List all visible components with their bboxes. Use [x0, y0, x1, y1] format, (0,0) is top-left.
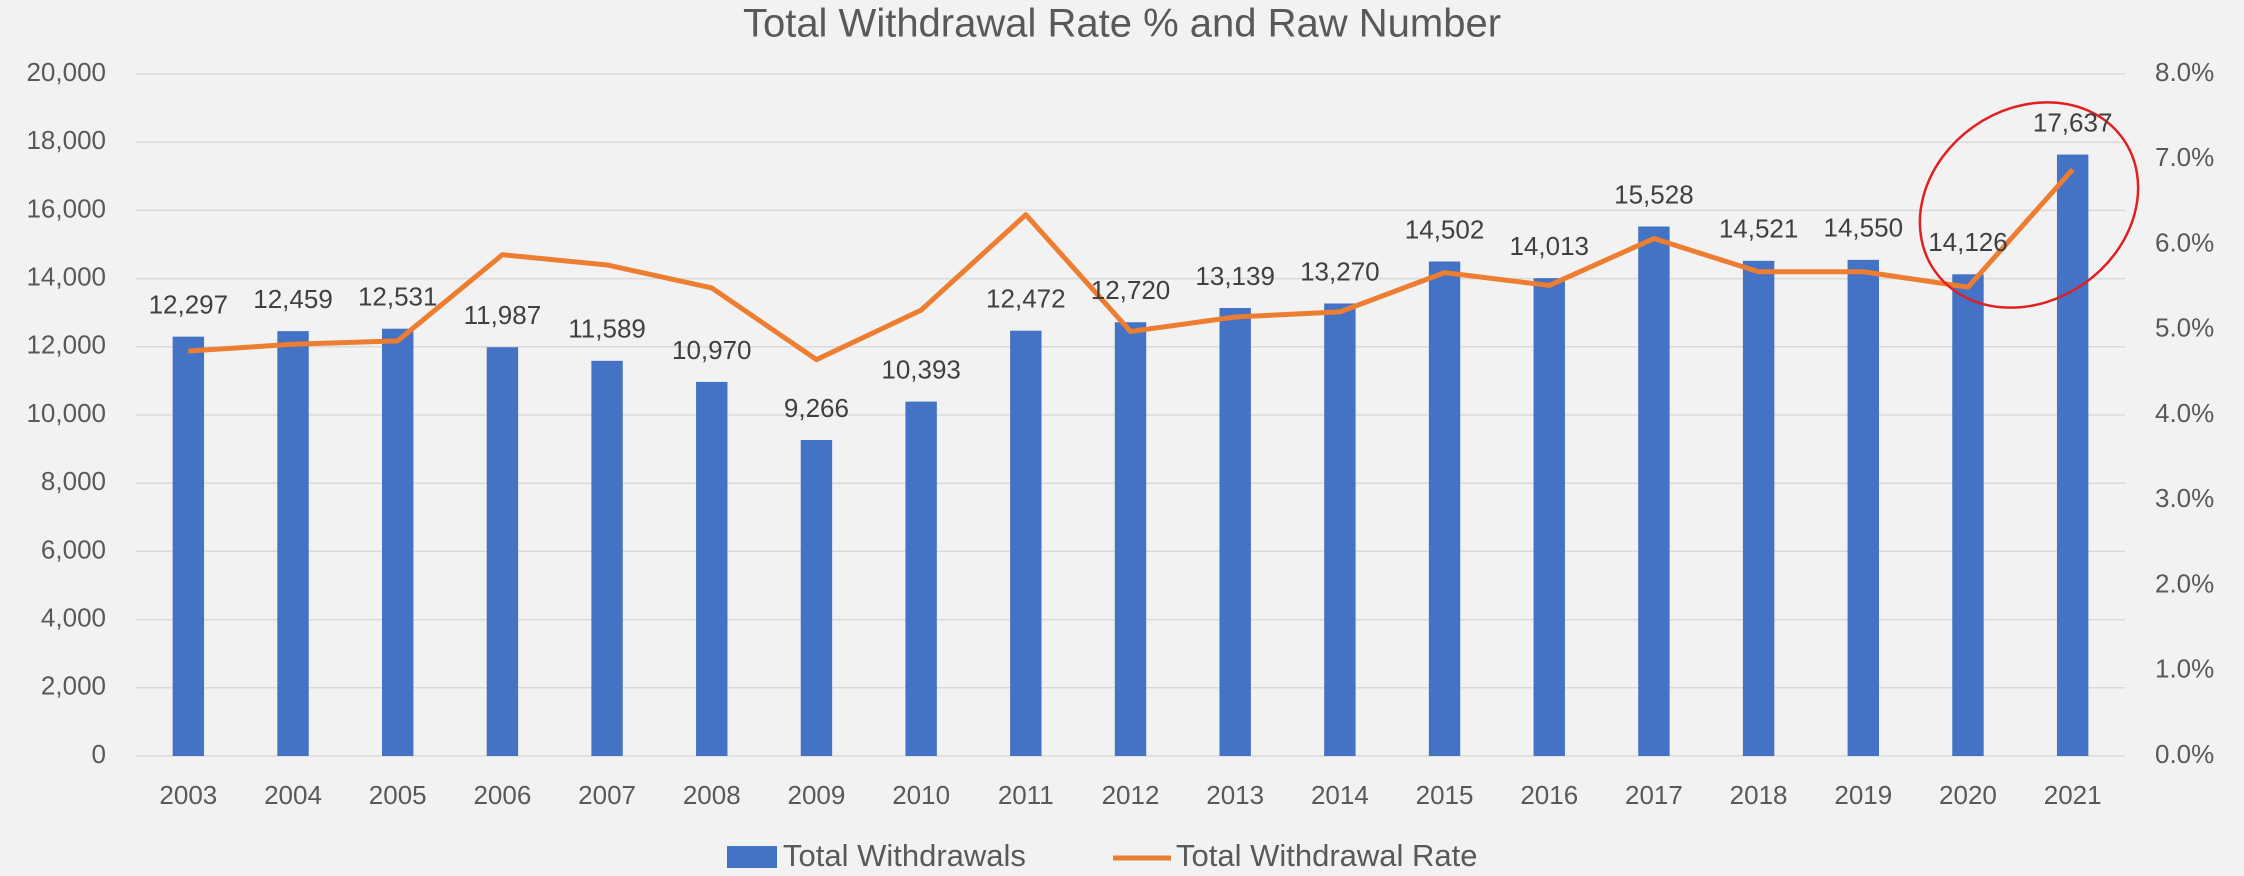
data-label: 14,521 [1719, 214, 1799, 244]
x-tick-label: 2004 [264, 780, 322, 810]
bar [1114, 322, 1147, 756]
y-tick-label: 2,000 [41, 671, 106, 701]
legend-label: Total Withdrawal Rate [1176, 838, 1478, 873]
y-tick-label: 16,000 [26, 193, 106, 223]
bar [2056, 154, 2089, 756]
bar [382, 328, 414, 756]
bar [1847, 259, 1879, 756]
x-tick-label: 2015 [1416, 780, 1474, 810]
data-label: 14,126 [1928, 227, 2008, 257]
data-label: 17,637 [2033, 107, 2113, 137]
data-label: 11,987 [464, 300, 542, 330]
y2-tick-label: 4.0% [2155, 398, 2214, 428]
y2-tick-label: 1.0% [2155, 654, 2214, 684]
bar [1742, 260, 1775, 756]
x-tick-label: 2007 [578, 780, 636, 810]
data-label: 10,970 [672, 335, 752, 365]
x-tick-label: 2003 [159, 780, 217, 810]
data-label: 11,589 [568, 314, 646, 344]
x-tick-label: 2011 [998, 780, 1054, 810]
y-tick-label: 6,000 [41, 534, 106, 564]
bar [1533, 278, 1565, 756]
legend-label: Total Withdrawals [783, 838, 1026, 873]
x-tick-label: 2005 [369, 780, 427, 810]
y2-tick-label: 0.0% [2155, 739, 2214, 769]
y-tick-label: 0 [92, 739, 106, 769]
data-label: 12,297 [149, 290, 229, 320]
x-tick-label: 2010 [892, 780, 950, 810]
data-label: 14,502 [1405, 214, 1485, 244]
y-tick-label: 18,000 [26, 125, 106, 155]
data-label: 10,393 [881, 354, 961, 384]
y2-tick-label: 6.0% [2155, 227, 2214, 257]
y-tick-label: 20,000 [26, 57, 106, 87]
x-tick-label: 2009 [788, 780, 846, 810]
data-label: 14,013 [1509, 231, 1589, 261]
x-tick-label: 2017 [1625, 780, 1683, 810]
x-tick-label: 2013 [1206, 780, 1264, 810]
chart-title: Total Withdrawal Rate % and Raw Number [743, 2, 1501, 46]
data-label: 13,270 [1300, 256, 1380, 286]
bar [696, 381, 728, 756]
y2-tick-label: 5.0% [2155, 313, 2214, 343]
x-tick-label: 2019 [1834, 780, 1892, 810]
x-tick-label: 2018 [1730, 780, 1788, 810]
y-tick-label: 10,000 [26, 398, 106, 428]
x-tick-label: 2020 [1939, 780, 1997, 810]
x-tick-label: 2016 [1520, 780, 1578, 810]
data-label: 12,720 [1091, 275, 1171, 305]
data-label: 14,550 [1824, 213, 1904, 243]
y-tick-label: 14,000 [26, 261, 106, 291]
y2-tick-label: 3.0% [2155, 483, 2214, 513]
y2-tick-label: 2.0% [2155, 568, 2214, 598]
x-tick-label: 2014 [1311, 780, 1369, 810]
data-label: 15,528 [1614, 179, 1694, 209]
bar [172, 336, 205, 756]
bar [905, 401, 937, 756]
line [188, 167, 2075, 363]
highlight-circle [1918, 101, 2140, 309]
bar [800, 440, 833, 756]
y-tick-label: 4,000 [41, 602, 106, 632]
data-label: 12,459 [253, 284, 333, 314]
legend-swatch [727, 846, 777, 868]
y-tick-label: 8,000 [41, 466, 106, 496]
bar [1952, 274, 1984, 756]
data-label: 12,472 [986, 284, 1066, 314]
y2-tick-label: 7.0% [2155, 142, 2214, 172]
x-tick-label: 2021 [2044, 780, 2102, 810]
y-tick-label: 12,000 [26, 330, 106, 360]
bar [277, 331, 309, 756]
bar [1219, 307, 1251, 756]
x-tick-label: 2012 [1102, 780, 1160, 810]
bar [591, 360, 623, 756]
data-label: 13,139 [1195, 261, 1275, 291]
bar [1324, 303, 1356, 756]
bar [1638, 226, 1670, 757]
bar [1010, 330, 1042, 756]
x-tick-label: 2006 [473, 780, 531, 810]
bar [486, 347, 519, 756]
data-label: 12,531 [358, 282, 438, 312]
data-label: 9,266 [784, 393, 849, 423]
x-tick-label: 2008 [683, 780, 741, 810]
bar [1428, 261, 1461, 756]
y2-tick-label: 8.0% [2155, 57, 2214, 87]
